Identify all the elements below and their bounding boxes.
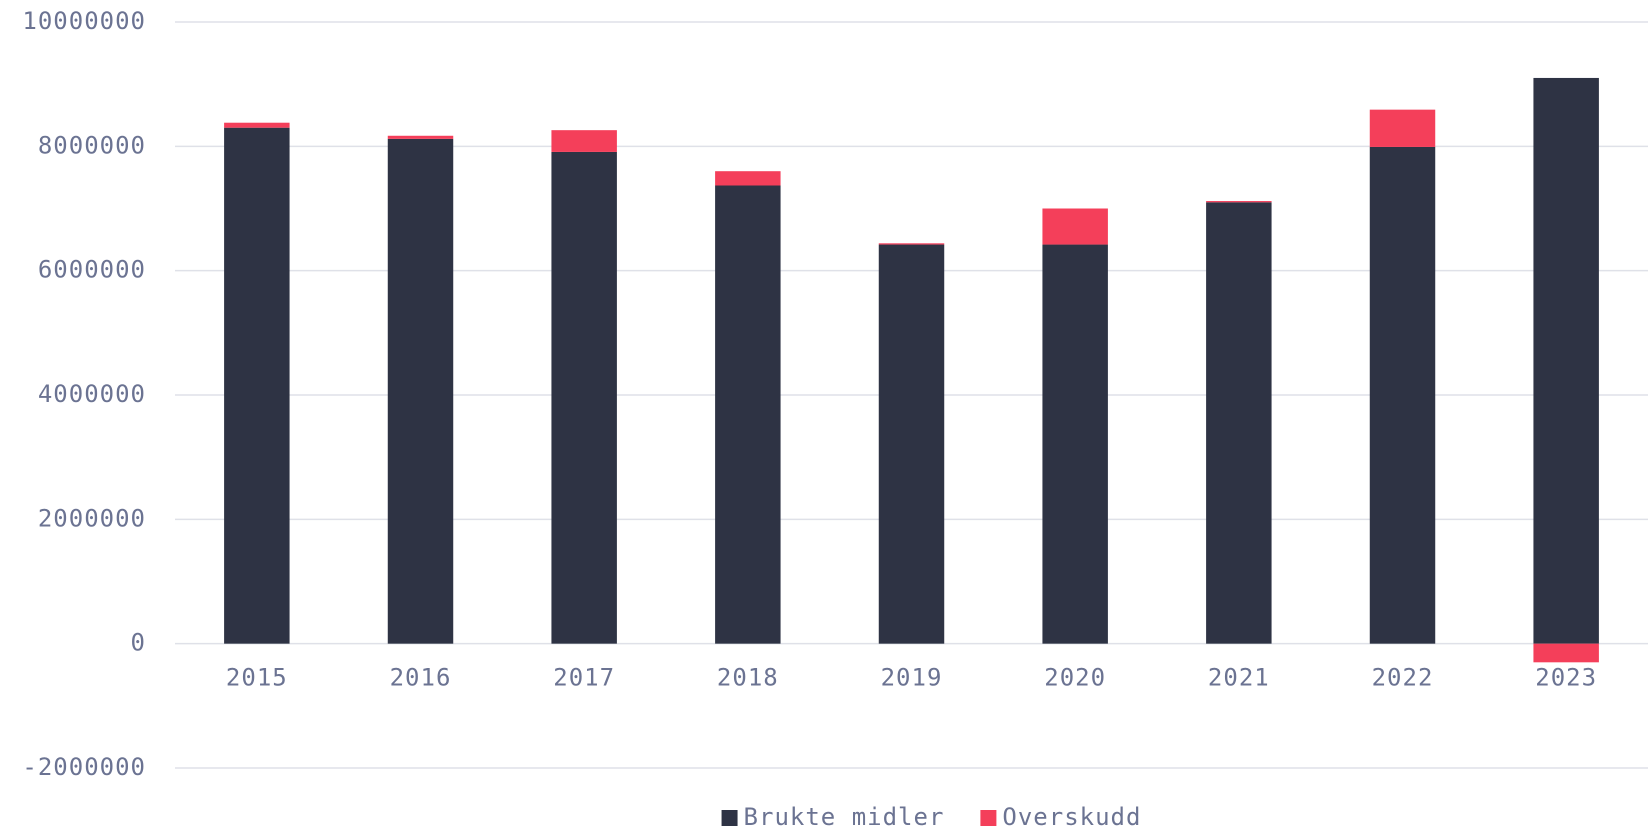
bar-segment <box>551 130 617 152</box>
y-tick-label: 0 <box>131 629 146 657</box>
legend-label: Brukte midler <box>744 803 945 831</box>
x-tick-label: 2017 <box>553 664 615 692</box>
bar-segment <box>878 244 945 644</box>
bar-segment <box>1533 77 1599 644</box>
bar-segment <box>1042 208 1108 245</box>
y-tick-label: 4000000 <box>38 380 146 408</box>
bar-segment <box>224 127 290 644</box>
legend-swatch <box>721 810 738 826</box>
y-tick-label: -2000000 <box>22 753 146 781</box>
bar-segment <box>224 122 290 128</box>
legend-label: Overskudd <box>1002 803 1141 831</box>
bar-segment <box>551 151 617 644</box>
x-tick-label: 2018 <box>717 664 779 692</box>
bar-segment <box>1533 643 1599 663</box>
bar-segment <box>387 135 454 139</box>
y-tick-label: 10000000 <box>22 7 146 35</box>
y-tick-label: 8000000 <box>38 131 146 159</box>
bar-segment <box>1042 244 1108 644</box>
bar-segment <box>1206 202 1272 644</box>
bar-segment <box>1206 201 1272 203</box>
x-tick-label: 2021 <box>1208 664 1270 692</box>
x-tick-label: 2015 <box>226 664 288 692</box>
x-tick-label: 2020 <box>1044 664 1106 692</box>
x-tick-label: 2019 <box>881 664 943 692</box>
bar-segment <box>715 185 781 644</box>
x-tick-label: 2016 <box>390 664 452 692</box>
legend-swatch <box>980 810 997 826</box>
x-tick-label: 2022 <box>1372 664 1434 692</box>
bar-segment <box>715 171 781 186</box>
bar-segment <box>387 138 454 644</box>
bar-segment <box>878 243 945 245</box>
y-tick-label: 6000000 <box>38 256 146 284</box>
x-tick-label: 2023 <box>1535 664 1597 692</box>
bar-segment <box>1369 109 1436 147</box>
bar-segment <box>1369 146 1436 644</box>
y-tick-label: 2000000 <box>38 504 146 532</box>
